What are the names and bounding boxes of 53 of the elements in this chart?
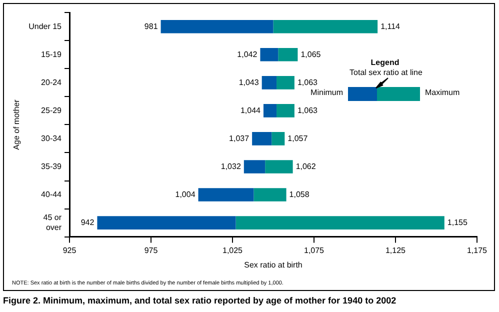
annotation: 1,065 — [300, 50, 322, 59]
text: Figure 2. Minimum, maximum, and total sex ratio reported by age of mother for 1940 to 2002 — [3, 295, 396, 306]
bar — [263, 104, 277, 118]
bar — [260, 48, 278, 62]
bar — [262, 76, 277, 90]
annotation: 1,114 — [380, 22, 401, 31]
annotation: 1,063 — [297, 78, 318, 87]
bar — [276, 104, 294, 118]
y-tick-label: 15-19 — [41, 50, 62, 59]
annotation: 1,155 — [447, 218, 468, 227]
bar — [272, 132, 285, 146]
y-tick-label: 20-24 — [41, 78, 62, 87]
y-tick-label: 30-34 — [41, 134, 62, 143]
y-tick-label: 45 or over — [43, 213, 62, 232]
bar — [278, 48, 298, 62]
annotation: 1,063 — [297, 106, 318, 115]
bar — [254, 188, 286, 202]
y-axis-title: Age of mother — [12, 99, 22, 150]
annotation: Total sex ratio at line — [350, 68, 422, 77]
bar — [244, 160, 266, 174]
annotation: 1,004 — [175, 190, 196, 199]
y-tick-label: 35-39 — [41, 162, 62, 171]
x-tick-label: 1,175 — [466, 246, 488, 255]
annotation: Minimum — [310, 88, 343, 97]
annotation: 1,037 — [229, 134, 250, 143]
annotation: 1,062 — [296, 162, 316, 171]
annotation: 1,058 — [289, 190, 310, 199]
annotation: 981 — [144, 22, 158, 31]
bar — [160, 20, 274, 34]
annotation: 1,057 — [288, 134, 308, 143]
x-axis-title: Sex ratio at birth — [244, 260, 302, 270]
bar — [198, 188, 254, 202]
bar — [236, 216, 444, 230]
annotation: Maximum — [425, 88, 460, 97]
annotation: 1,032 — [220, 162, 242, 171]
bar — [273, 20, 378, 34]
bar — [252, 132, 272, 146]
annotation: 1,042 — [237, 50, 258, 59]
x-tick-label: 975 — [144, 246, 158, 255]
x-tick-label: 1,125 — [385, 246, 406, 255]
annotation: 1,043 — [238, 78, 260, 87]
y-tick-label: 25-29 — [41, 106, 62, 115]
x-tick-label: 925 — [62, 246, 77, 255]
y-tick-label: Under 15 — [28, 22, 62, 31]
y-tick-label: 40-44 — [41, 190, 62, 199]
x-tick-label: 1,075 — [304, 246, 325, 255]
annotation: 1,044 — [240, 106, 262, 115]
x-tick-label: 1,025 — [222, 246, 244, 255]
bar — [265, 160, 293, 174]
annotation: 942 — [80, 218, 95, 227]
bar — [97, 216, 236, 230]
annotation: Legend — [370, 58, 400, 67]
bar — [276, 76, 294, 90]
